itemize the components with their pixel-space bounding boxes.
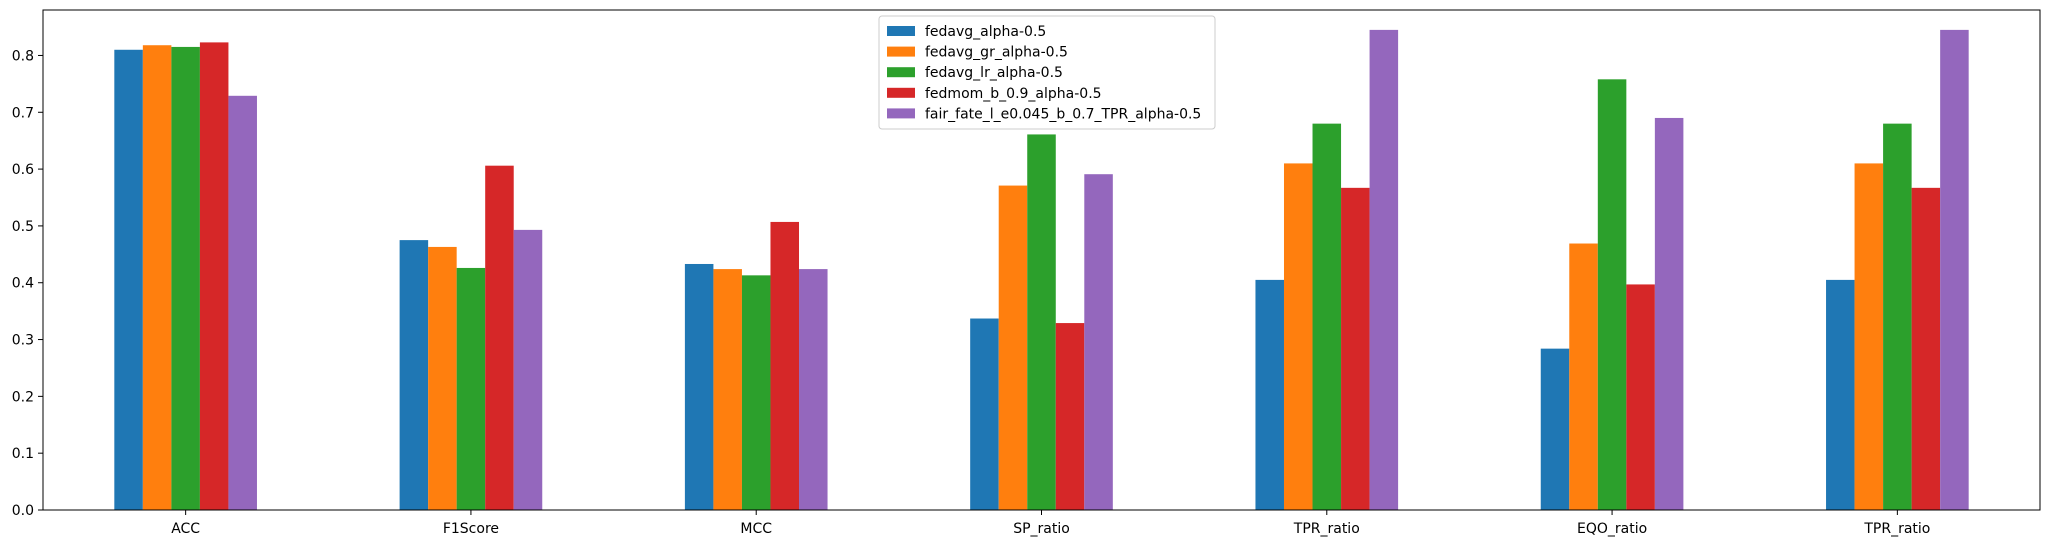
legend-swatch [887,108,915,119]
bar-fair_fate_l_e0.045_b_0.7_TPR_alpha-0.5-F1Score-1 [513,229,543,510]
bar-fedavg_alpha-0.5-F1Score-1 [399,240,429,511]
x-tick-label: MCC [740,521,772,537]
bar-fedavg_alpha-0.5-ACC-0 [114,49,143,511]
legend-swatch [887,26,915,36]
bar-fedavg_gr_alpha-0.5-TPR_ratio-4 [1283,163,1313,510]
y-tick-label: 0.6 [12,162,34,178]
bar-fedmom_b_0.9_alpha-0.5-MCC-2 [770,221,800,510]
legend-label: fedavg_lr_alpha-0.5 [925,65,1063,81]
bar-fedavg_gr_alpha-0.5-EQO_ratio-5 [1569,243,1598,510]
x-axis: ACC F1Score MCC SP_ratio TPR_ratio EQO_ratio T… [171,510,1930,537]
y-tick-label: 0.7 [12,105,34,121]
bar-fedavg_gr_alpha-0.5-TPR_ratio-6 [1854,163,1884,510]
x-tick-label: TPR_ratio [1863,521,1930,537]
bar-fedavg_alpha-0.5-TPR_ratio-6 [1826,279,1855,510]
bar-fedavg_lr_alpha-0.5-EQO_ratio-5 [1597,79,1627,510]
bar-fair_fate_l_e0.045_b_0.7_TPR_alpha-0.5-MCC-2 [799,269,828,510]
legend-swatch [887,87,915,98]
x-tick-label: EQO_ratio [1577,521,1647,537]
legend: fedavg_alpha-0.5 fedavg_gr_alpha-0.5fedav… [878,15,1216,130]
bar-fair_fate_l_e0.045_b_0.7_TPR_alpha-0.5-ACC-0 [228,95,257,511]
bar-fedavg_lr_alpha-0.5-TPR_ratio-4 [1312,123,1342,510]
bar-fedavg_lr_alpha-0.5-MCC-2 [741,275,771,510]
bar-fedavg_gr_alpha-0.5-F1Score-1 [428,246,457,510]
y-tick-label: 0.2 [12,389,34,405]
legend-swatch [887,46,915,57]
bar-fedmom_b_0.9_alpha-0.5-ACC-0 [199,42,229,510]
bar-fedavg_lr_alpha-0.5-TPR_ratio-6 [1883,123,1912,510]
legend-label: fedavg_gr_alpha-0.5 [925,45,1068,61]
y-tick-label: 0.0 [12,503,34,519]
y-tick-label: 0.5 [12,219,34,235]
bar-fedavg_lr_alpha-0.5-SP_ratio-3 [1027,134,1056,510]
bar-fedavg_alpha-0.5-MCC-2 [684,263,714,510]
bar-fedavg_alpha-0.5-EQO_ratio-5 [1540,348,1570,510]
bar-fedavg_gr_alpha-0.5-SP_ratio-3 [998,185,1028,510]
bar-fedavg_gr_alpha-0.5-ACC-0 [142,45,172,510]
y-tick-label: 0.4 [12,276,34,292]
x-tick-label: F1Score [443,521,499,537]
bar-fedavg_alpha-0.5-SP_ratio-3 [970,318,999,510]
bar-fedavg_gr_alpha-0.5-MCC-2 [713,269,742,510]
bar-fedavg_alpha-0.5-TPR_ratio-4 [1255,279,1284,510]
bar-fair_fate_l_e0.045_b_0.7_TPR_alpha-0.5-EQO_ratio-5 [1654,117,1684,510]
legend-label: fair_fate_l_e0.045_b_0.7_TPR_alpha-0.5 [925,106,1201,122]
y-tick-label: 0.1 [12,446,34,462]
bar-fedmom_b_0.9_alpha-0.5-EQO_ratio-5 [1626,284,1655,510]
legend-label: fedmom_b_0.9_alpha-0.5 [925,86,1102,102]
bar-fedmom_b_0.9_alpha-0.5-F1Score-1 [485,165,514,510]
bar-fedavg_lr_alpha-0.5-ACC-0 [171,46,200,511]
bar-fair_fate_l_e0.045_b_0.7_TPR_alpha-0.5-SP_ratio-3 [1084,174,1113,510]
legend-label: fedavg_alpha-0.5 [925,24,1046,40]
bar-fair_fate_l_e0.045_b_0.7_TPR_alpha-0.5-TPR_ratio-6 [1940,29,1969,510]
bars-layer [114,29,1969,511]
legend-box [878,15,1216,130]
bar-fedmom_b_0.9_alpha-0.5-TPR_ratio-6 [1911,187,1941,510]
bar-fair_fate_l_e0.045_b_0.7_TPR_alpha-0.5-TPR_ratio-4 [1369,29,1399,510]
y-tick-label: 0.3 [12,333,34,349]
y-tick-label: 0.8 [12,48,34,64]
bar-fedavg_lr_alpha-0.5-F1Score-1 [456,267,486,510]
x-tick-label: TPR_ratio [1293,521,1360,537]
bar-fedmom_b_0.9_alpha-0.5-TPR_ratio-4 [1341,187,1370,510]
bar-fedmom_b_0.9_alpha-0.5-SP_ratio-3 [1055,323,1085,510]
legend-swatch [887,67,915,78]
x-tick-label: ACC [171,521,200,537]
x-tick-label: SP_ratio [1013,521,1070,537]
y-axis: 0.0 0.1 0.2 0.3 0.4 0.5 0.6 0.7 0.8 [12,48,43,519]
